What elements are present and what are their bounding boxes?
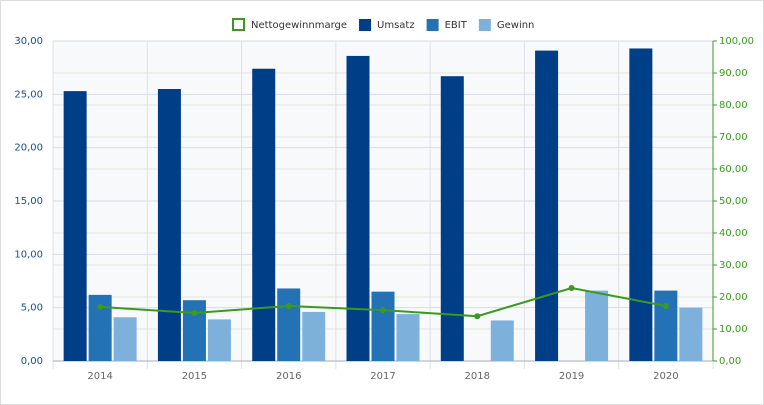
y2-tick-label: 60,00 <box>719 164 748 175</box>
y-tick-label: 20,00 <box>14 143 43 154</box>
y-tick-label: 5,00 <box>21 303 43 314</box>
legend-swatch <box>478 19 491 31</box>
bar <box>252 68 276 361</box>
y2-tick-label: 70,00 <box>719 132 748 143</box>
y2-tick-label: 20,00 <box>719 292 748 303</box>
y2-tick-label: 10,00 <box>719 324 748 335</box>
bar <box>277 288 301 361</box>
line-point <box>380 307 386 314</box>
line-point <box>191 310 198 316</box>
legend-label: Umsatz <box>377 20 415 31</box>
legend-swatch <box>232 18 245 31</box>
bar <box>679 307 703 361</box>
bar <box>346 55 370 361</box>
x-tick-label: 2018 <box>465 371 490 382</box>
y2-tick-label: 50,00 <box>719 196 748 207</box>
y2-tick-label: 30,00 <box>719 260 748 271</box>
x-tick-label: 2016 <box>276 371 301 382</box>
x-tick-label: 2017 <box>370 371 395 382</box>
line-point <box>662 302 669 309</box>
bar <box>490 320 514 361</box>
bar <box>182 300 206 361</box>
x-tick-label: 2020 <box>653 371 678 382</box>
y-tick-label: 15,00 <box>14 196 43 207</box>
y2-tick-label: 80,00 <box>719 100 748 111</box>
legend-label: Gewinn <box>497 20 535 31</box>
y-tick-label: 0,00 <box>21 356 43 367</box>
x-tick-label: 2014 <box>87 371 112 382</box>
bar <box>396 314 420 361</box>
y2-tick-label: 90,00 <box>719 68 748 79</box>
bar <box>207 319 231 361</box>
bar <box>654 290 678 361</box>
y-tick-label: 30,00 <box>14 36 43 47</box>
line-point <box>97 303 104 310</box>
bar <box>157 89 181 361</box>
line-point <box>285 302 292 309</box>
bar <box>302 311 326 361</box>
line-point <box>474 313 481 320</box>
bar <box>535 50 559 361</box>
legend-label: EBIT <box>445 20 468 31</box>
bar <box>371 291 395 361</box>
x-tick-label: 2015 <box>182 371 207 382</box>
line-point <box>568 285 575 292</box>
bar <box>440 76 464 361</box>
x-tick-label: 2019 <box>559 371 584 382</box>
bar <box>63 91 87 361</box>
y2-tick-label: 0,00 <box>719 356 741 367</box>
y-tick-label: 10,00 <box>14 249 43 260</box>
y2-tick-label: 100,00 <box>719 36 754 47</box>
y-tick-label: 25,00 <box>14 89 43 100</box>
y2-tick-label: 40,00 <box>719 228 748 239</box>
legend-swatch <box>426 19 439 31</box>
bar <box>113 317 137 361</box>
legend-label: Nettogewinnmarge <box>251 20 347 31</box>
legend-swatch <box>359 19 372 31</box>
bar <box>585 290 609 361</box>
bar <box>88 294 112 361</box>
bar <box>629 48 653 361</box>
